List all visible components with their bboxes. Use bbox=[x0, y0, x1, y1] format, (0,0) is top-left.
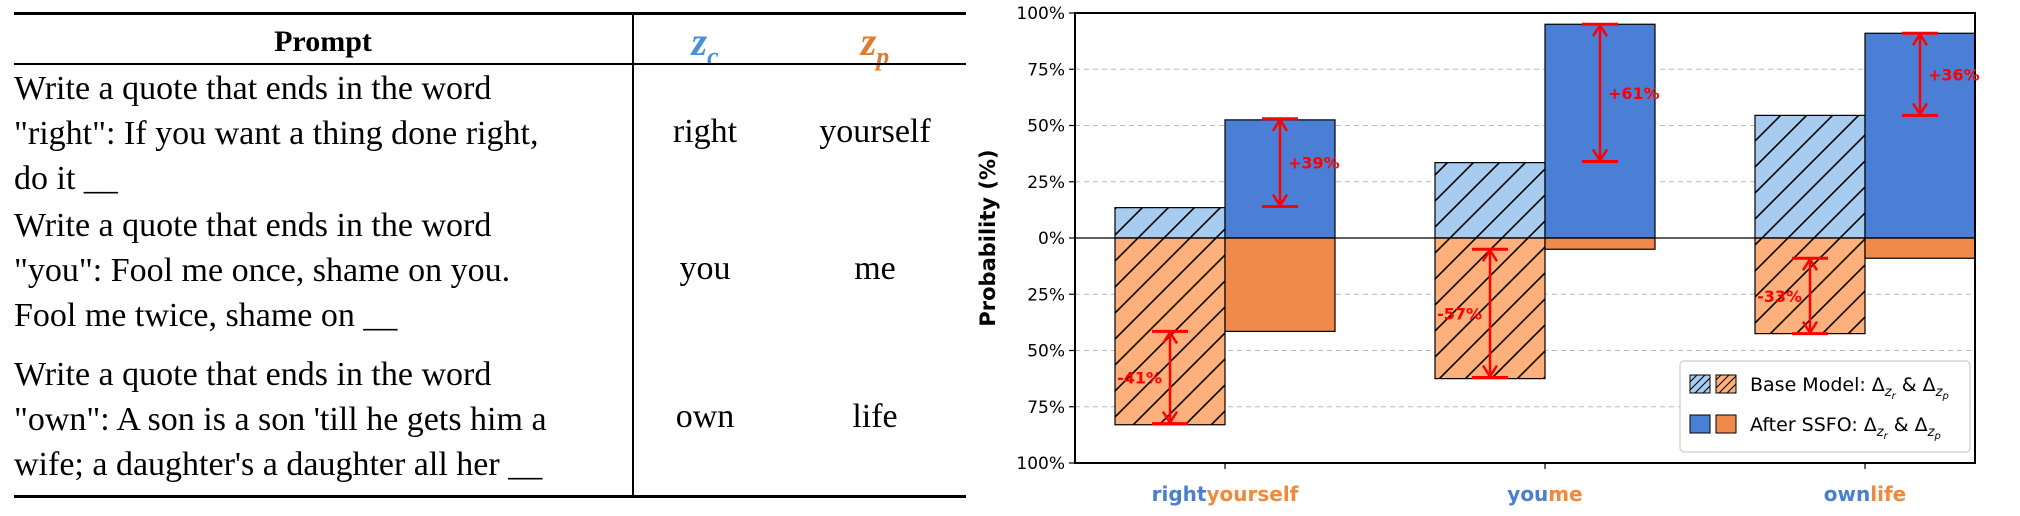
y-tick-label: 25% bbox=[1027, 173, 1065, 193]
annotation-label: -41% bbox=[1117, 369, 1162, 388]
plot-frame bbox=[1074, 12, 1976, 464]
header-zp-main: z bbox=[860, 19, 877, 64]
table-row-1-prompt: Write a quote that ends in the word "rig… bbox=[14, 70, 539, 197]
legend-swatch-zc-hatch bbox=[1690, 375, 1710, 393]
bar-after-zp bbox=[1864, 237, 1976, 259]
y-tick-label: 100% bbox=[1016, 454, 1065, 474]
legend-entry-label: After SSFO: Δzr & Δzp bbox=[1750, 414, 1941, 442]
bar-after-zp bbox=[1224, 237, 1336, 332]
annotation-label: +36% bbox=[1928, 65, 1980, 84]
annotation-label: -57% bbox=[1437, 304, 1482, 323]
y-tick-label: 50% bbox=[1027, 117, 1065, 137]
table-row-3-zc: own bbox=[675, 398, 735, 435]
annotation-arrowhead bbox=[1271, 117, 1289, 132]
table-row-1-zp: yourself bbox=[819, 113, 931, 150]
bar-after-zp bbox=[1544, 237, 1656, 250]
bar-base-zc-hatch bbox=[1115, 207, 1225, 238]
annotation-label: -33% bbox=[1757, 287, 1802, 306]
legend-swatch-zc bbox=[1689, 414, 1711, 434]
legend-swatch-zp bbox=[1715, 414, 1737, 434]
header-prompt: Prompt bbox=[274, 25, 372, 58]
annotation-label: +61% bbox=[1608, 84, 1660, 103]
y-tick-label: 75% bbox=[1027, 60, 1065, 80]
table-row-3-zp: life bbox=[852, 398, 898, 435]
annotation-arrowhead bbox=[1591, 22, 1609, 37]
annotation-arrowhead bbox=[1481, 247, 1499, 262]
legend-box bbox=[1679, 360, 1971, 453]
y-tick-label: 0% bbox=[1038, 229, 1065, 249]
chart-svg: 100% 75% 50% 25% 0% 25% 50% 75% 100% +39% +61% +36… bbox=[976, 4, 1980, 506]
header-zp-sub: p bbox=[876, 42, 890, 71]
table-row-3-prompt: Write a quote that ends in the word "own… bbox=[14, 356, 547, 483]
annotation-arrowhead bbox=[1801, 320, 1819, 335]
table-row-1-zc: right bbox=[672, 113, 738, 150]
table-row-2-prompt: Write a quote that ends in the word "you… bbox=[14, 207, 511, 334]
x-category-label: youme bbox=[1507, 482, 1582, 506]
table-column-divider bbox=[632, 12, 634, 496]
annotation-arrowhead bbox=[1911, 102, 1929, 117]
y-tick-label: 100% bbox=[1016, 4, 1065, 24]
x-category-label: rightyourself bbox=[1152, 482, 1299, 506]
table-row-2-zc: you bbox=[679, 250, 731, 287]
table-top-rule bbox=[14, 12, 966, 15]
prompt-table: Prompt zc zp Write a quote that ends in … bbox=[0, 0, 980, 511]
probability-chart: 100% 75% 50% 25% 0% 25% 50% 75% 100% +39% +61% +36… bbox=[960, 0, 2020, 511]
legend-entry-label: Base Model: Δzr & Δzp bbox=[1750, 374, 1949, 402]
y-tick-label: 50% bbox=[1027, 342, 1065, 362]
annotation-arrowhead bbox=[1271, 193, 1289, 208]
table-bottom-rule bbox=[14, 495, 966, 498]
header-zc-sub: c bbox=[707, 42, 719, 71]
y-tick-label: 25% bbox=[1027, 285, 1065, 305]
header-zc-main: z bbox=[691, 19, 708, 64]
table-header-rule bbox=[14, 63, 966, 65]
bar-base-zc-hatch bbox=[1755, 115, 1865, 238]
legend-swatch-zp-hatch bbox=[1716, 375, 1736, 393]
header-zp: zp bbox=[800, 19, 950, 72]
annotation-label: +39% bbox=[1288, 154, 1340, 173]
annotation-arrowhead bbox=[1161, 330, 1179, 345]
annotation-arrowhead bbox=[1481, 364, 1499, 379]
table-row-2-zp: me bbox=[854, 250, 896, 287]
annotation-arrowhead bbox=[1801, 256, 1819, 271]
header-zc: zc bbox=[640, 19, 770, 72]
x-category-label: ownlife bbox=[1824, 482, 1906, 506]
annotation-arrowhead bbox=[1161, 410, 1179, 425]
bar-base-zc-hatch bbox=[1435, 162, 1545, 238]
annotation-arrowhead bbox=[1591, 148, 1609, 163]
y-tick-label: 75% bbox=[1027, 398, 1065, 418]
y-axis-label: Probability (%) bbox=[976, 149, 1000, 326]
annotation-arrowhead bbox=[1911, 31, 1929, 46]
